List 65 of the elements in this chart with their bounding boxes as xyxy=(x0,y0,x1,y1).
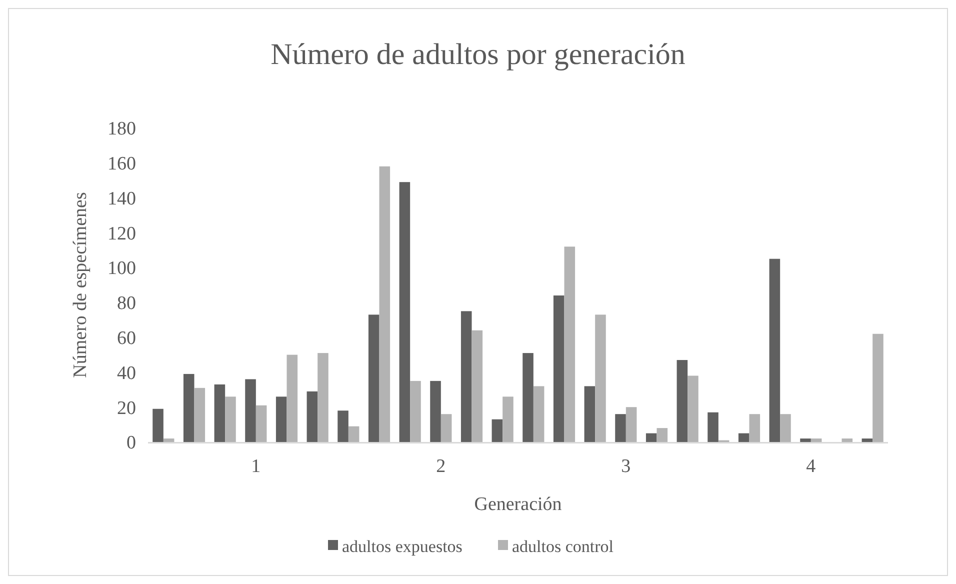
bar xyxy=(522,353,534,442)
y-tick-label: 0 xyxy=(126,432,136,454)
bar xyxy=(872,334,884,442)
bar xyxy=(595,314,606,442)
bar xyxy=(738,433,750,442)
y-tick-label: 160 xyxy=(108,154,136,175)
bar xyxy=(769,258,780,442)
bar xyxy=(656,428,668,442)
bar xyxy=(533,386,544,442)
bar xyxy=(256,405,267,442)
bar xyxy=(379,166,390,442)
bar xyxy=(225,396,236,442)
bar xyxy=(862,438,873,442)
bar xyxy=(615,414,626,442)
bar xyxy=(440,414,452,442)
bar xyxy=(276,396,287,442)
bar xyxy=(430,380,441,442)
y-tick-label: 100 xyxy=(108,258,136,280)
bar xyxy=(708,412,718,442)
bar xyxy=(780,414,791,442)
chart-title: Número de adultos por generación xyxy=(270,38,686,71)
x-tick-label: 4 xyxy=(806,456,816,477)
bar xyxy=(410,380,421,442)
bar xyxy=(688,376,698,442)
bar xyxy=(553,295,564,442)
legend-label: adultos expuestos xyxy=(342,536,462,556)
y-tick-label: 60 xyxy=(117,328,136,349)
bar xyxy=(286,354,298,442)
bar xyxy=(800,438,811,442)
bar xyxy=(318,353,328,442)
y-tick-label: 120 xyxy=(108,223,136,244)
bar xyxy=(348,426,360,442)
bar xyxy=(492,419,503,442)
bar xyxy=(163,438,174,442)
y-tick-label: 40 xyxy=(117,362,136,384)
x-axis-title: Generación xyxy=(474,494,562,515)
legend-label: adultos control xyxy=(512,536,614,556)
bar xyxy=(842,438,853,442)
bar xyxy=(152,408,164,442)
bar xyxy=(183,374,194,442)
bar xyxy=(306,391,318,442)
bar xyxy=(368,314,380,442)
y-tick-label: 180 xyxy=(108,118,136,140)
bar xyxy=(810,438,822,442)
y-tick-label: 80 xyxy=(117,293,136,314)
bar xyxy=(646,433,657,442)
y-tick-label: 20 xyxy=(117,398,136,419)
y-axis-title: Número de especímenes xyxy=(70,192,91,378)
bar xyxy=(676,360,688,442)
bar xyxy=(584,386,596,442)
bar xyxy=(194,388,206,442)
bar xyxy=(472,330,483,442)
bar xyxy=(564,246,576,442)
bar xyxy=(749,414,760,442)
bar xyxy=(338,410,348,442)
bar xyxy=(460,311,472,442)
bar xyxy=(399,182,410,442)
x-tick-label: 2 xyxy=(436,456,446,477)
bar xyxy=(245,379,256,442)
bar xyxy=(626,407,637,442)
bar xyxy=(502,396,514,442)
x-tick-label: 1 xyxy=(251,456,261,477)
bar xyxy=(214,384,226,442)
y-tick-label: 140 xyxy=(108,188,136,210)
x-tick-label: 3 xyxy=(621,456,631,477)
